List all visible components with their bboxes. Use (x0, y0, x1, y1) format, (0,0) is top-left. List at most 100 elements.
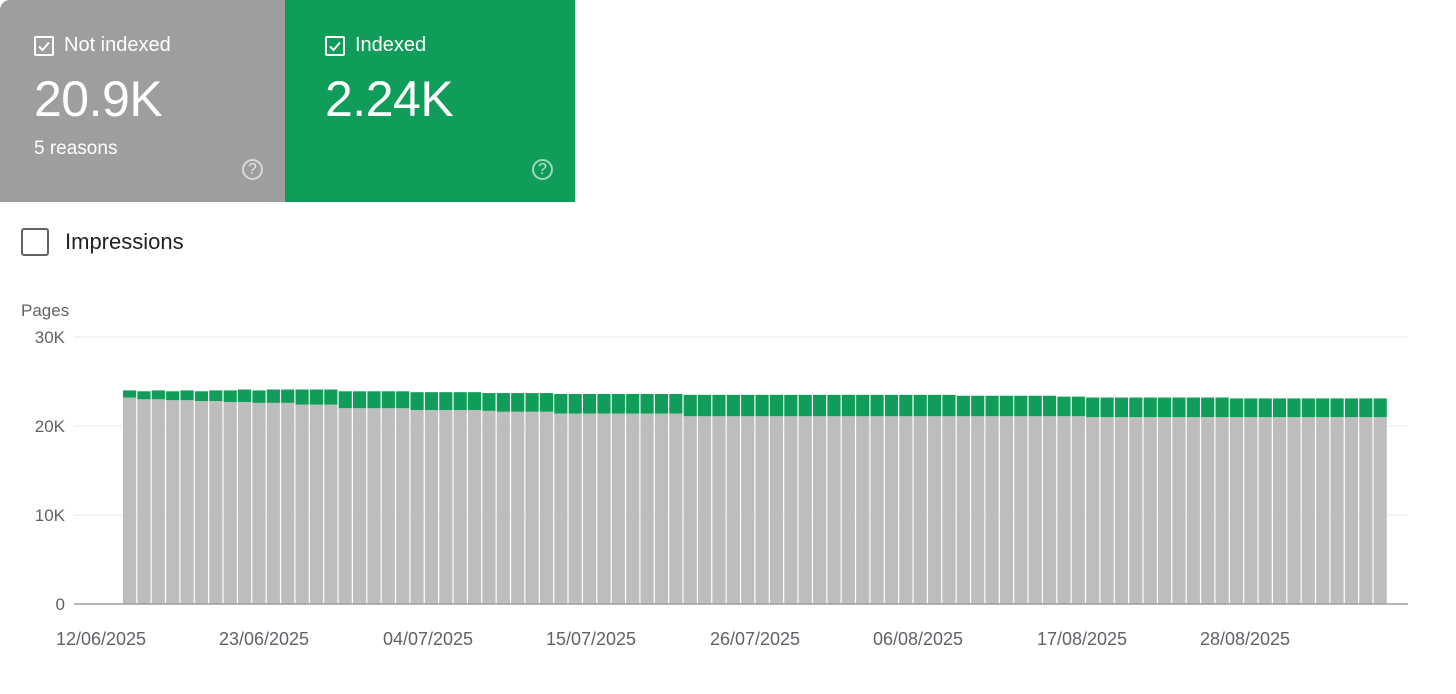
bar-not-indexed[interactable] (1071, 416, 1085, 604)
bar-indexed[interactable] (827, 394, 841, 417)
bar-indexed[interactable] (223, 390, 237, 402)
bar-not-indexed[interactable] (295, 404, 309, 604)
bar-indexed[interactable] (1287, 398, 1301, 418)
bar-not-indexed[interactable] (396, 408, 410, 604)
bar-indexed[interactable] (238, 389, 252, 402)
bar-indexed[interactable] (870, 394, 884, 417)
bar-indexed[interactable] (496, 393, 510, 412)
bar-indexed[interactable] (1316, 398, 1330, 418)
bar-not-indexed[interactable] (180, 400, 194, 604)
bar-not-indexed[interactable] (1043, 416, 1057, 604)
bar-indexed[interactable] (726, 394, 740, 417)
bar-indexed[interactable] (899, 394, 913, 417)
bar-not-indexed[interactable] (1330, 417, 1344, 604)
bar-not-indexed[interactable] (726, 416, 740, 604)
bar-indexed[interactable] (626, 393, 640, 414)
bar-indexed[interactable] (1129, 397, 1143, 418)
bar-indexed[interactable] (1057, 396, 1071, 417)
bar-not-indexed[interactable] (956, 416, 970, 604)
bar-indexed[interactable] (1301, 398, 1315, 418)
bar-not-indexed[interactable] (166, 400, 180, 604)
bar-indexed[interactable] (309, 389, 324, 405)
bar-indexed[interactable] (884, 394, 899, 417)
bar-not-indexed[interactable] (137, 399, 151, 604)
bar-not-indexed[interactable] (741, 416, 755, 604)
bar-indexed[interactable] (568, 393, 582, 414)
bar-not-indexed[interactable] (626, 413, 640, 604)
bar-indexed[interactable] (956, 395, 970, 417)
bar-not-indexed[interactable] (1373, 417, 1387, 604)
bar-not-indexed[interactable] (439, 409, 453, 604)
bar-not-indexed[interactable] (281, 402, 295, 604)
bar-not-indexed[interactable] (1086, 417, 1100, 604)
bar-indexed[interactable] (511, 393, 525, 412)
bar-not-indexed[interactable] (223, 401, 237, 604)
bar-indexed[interactable] (539, 393, 554, 412)
bar-indexed[interactable] (741, 394, 755, 417)
bar-indexed[interactable] (784, 394, 798, 417)
bar-not-indexed[interactable] (784, 416, 798, 604)
bar-not-indexed[interactable] (1229, 417, 1244, 604)
bar-indexed[interactable] (468, 392, 482, 410)
bar-indexed[interactable] (1258, 398, 1272, 418)
bar-not-indexed[interactable] (151, 399, 165, 604)
bar-not-indexed[interactable] (338, 408, 352, 604)
bar-indexed[interactable] (1043, 395, 1057, 417)
bar-not-indexed[interactable] (1186, 417, 1200, 604)
bar-not-indexed[interactable] (209, 401, 223, 604)
bar-not-indexed[interactable] (884, 416, 899, 604)
bar-indexed[interactable] (1014, 395, 1028, 417)
help-icon[interactable]: ? (532, 159, 553, 180)
bar-not-indexed[interactable] (353, 408, 367, 604)
bar-indexed[interactable] (353, 391, 367, 409)
impressions-checkbox[interactable] (21, 228, 49, 256)
bar-not-indexed[interactable] (482, 410, 496, 604)
bar-not-indexed[interactable] (683, 416, 697, 604)
bar-indexed[interactable] (295, 389, 309, 405)
bar-not-indexed[interactable] (1014, 416, 1028, 604)
bar-indexed[interactable] (1215, 397, 1229, 418)
bar-not-indexed[interactable] (856, 416, 870, 604)
bar-not-indexed[interactable] (913, 416, 927, 604)
bar-not-indexed[interactable] (1129, 417, 1143, 604)
bar-indexed[interactable] (1071, 396, 1085, 417)
bar-not-indexed[interactable] (1201, 417, 1215, 604)
bar-indexed[interactable] (266, 389, 280, 403)
bar-indexed[interactable] (999, 395, 1014, 417)
bar-not-indexed[interactable] (1273, 417, 1287, 604)
help-icon[interactable]: ? (242, 159, 263, 180)
bar-not-indexed[interactable] (309, 404, 324, 604)
bar-indexed[interactable] (1100, 397, 1114, 418)
bar-not-indexed[interactable] (1100, 417, 1114, 604)
bar-not-indexed[interactable] (367, 408, 381, 604)
bar-indexed[interactable] (683, 394, 697, 417)
bar-indexed[interactable] (712, 394, 726, 417)
bar-indexed[interactable] (1330, 398, 1344, 418)
bar-not-indexed[interactable] (539, 411, 554, 604)
bar-not-indexed[interactable] (525, 411, 539, 604)
bar-not-indexed[interactable] (1114, 417, 1129, 604)
bar-not-indexed[interactable] (468, 409, 482, 604)
bar-not-indexed[interactable] (123, 397, 137, 604)
bar-not-indexed[interactable] (410, 409, 424, 604)
bar-indexed[interactable] (209, 390, 223, 402)
bar-indexed[interactable] (410, 392, 424, 410)
bar-indexed[interactable] (942, 394, 956, 417)
bar-indexed[interactable] (424, 392, 439, 410)
bar-not-indexed[interactable] (194, 401, 209, 604)
bar-not-indexed[interactable] (1057, 416, 1071, 604)
bar-not-indexed[interactable] (798, 416, 812, 604)
bar-not-indexed[interactable] (424, 409, 439, 604)
bar-not-indexed[interactable] (611, 413, 625, 604)
bar-not-indexed[interactable] (1287, 417, 1301, 604)
bar-indexed[interactable] (324, 389, 338, 405)
bar-not-indexed[interactable] (1359, 417, 1373, 604)
bar-indexed[interactable] (554, 393, 568, 414)
bar-indexed[interactable] (971, 395, 985, 417)
bar-indexed[interactable] (367, 391, 381, 409)
bar-indexed[interactable] (611, 393, 625, 414)
bar-indexed[interactable] (798, 394, 812, 417)
bar-indexed[interactable] (194, 391, 209, 402)
bar-not-indexed[interactable] (597, 413, 611, 604)
bar-not-indexed[interactable] (238, 401, 252, 604)
